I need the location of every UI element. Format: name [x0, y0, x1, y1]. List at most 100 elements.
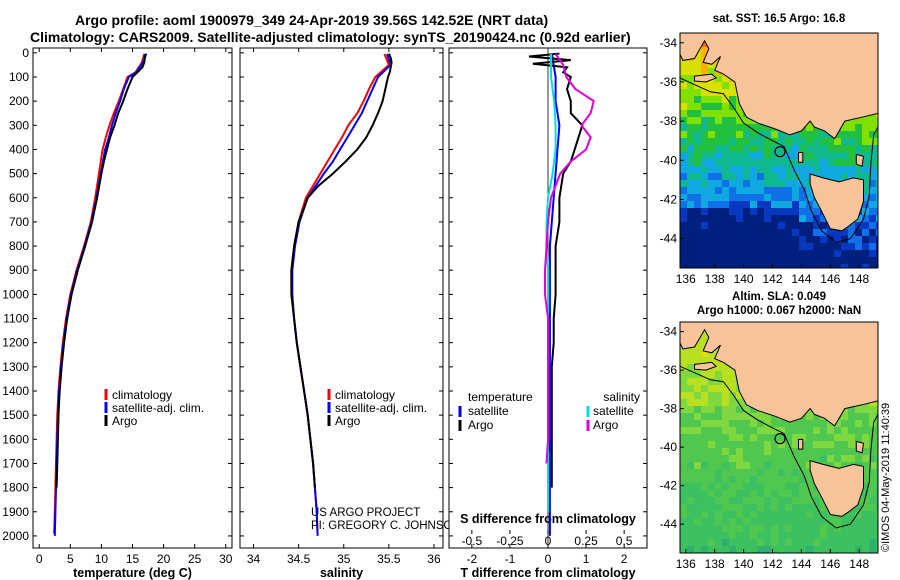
map-cell: [750, 264, 757, 268]
map-cell: [680, 427, 687, 434]
map-cell: [771, 497, 778, 504]
map-cell: [743, 131, 750, 138]
map-cell: [869, 476, 876, 483]
map-cell: [806, 152, 813, 159]
map-cell: [792, 511, 799, 518]
map-cell: [876, 518, 878, 525]
map-cell: [834, 420, 841, 427]
map-cell: [694, 264, 701, 268]
map-cell: [701, 399, 708, 406]
map-cell: [722, 504, 729, 511]
map-cell: [771, 427, 778, 434]
map-cell: [715, 539, 722, 546]
map-cell: [792, 208, 799, 215]
y-tick-label: -38: [660, 114, 678, 128]
map-cell: [701, 539, 708, 546]
map-cell: [876, 124, 878, 131]
map-cell: [750, 208, 757, 215]
map-cell: [743, 469, 750, 476]
map-cell: [694, 110, 701, 117]
map-cell: [715, 117, 722, 124]
map-cell: [820, 222, 827, 229]
map-cell: [855, 539, 862, 546]
map-cell: [701, 68, 708, 75]
map-cell: [722, 82, 729, 89]
map-cell: [722, 187, 729, 194]
map-cell: [680, 462, 687, 469]
map-cell: [841, 173, 848, 180]
map-cell: [736, 145, 743, 152]
map-cell: [771, 173, 778, 180]
map-cell: [687, 350, 694, 357]
map-cell: [750, 427, 757, 434]
map-cell: [708, 82, 715, 89]
map-cell: [764, 413, 771, 420]
map-cell: [729, 399, 736, 406]
map-cell: [708, 490, 715, 497]
map-cell: [757, 180, 764, 187]
map-cell: [862, 532, 869, 539]
map-cell: [743, 497, 750, 504]
map-cell: [792, 257, 799, 264]
map-cell: [806, 420, 813, 427]
map-cell: [771, 215, 778, 222]
map-cell: [799, 215, 806, 222]
map-cell: [862, 406, 869, 413]
map-cell: [778, 138, 785, 145]
map-cell: [813, 152, 820, 159]
map-cell: [855, 420, 862, 427]
map-cell: [687, 250, 694, 257]
y-tick-label: 900: [9, 263, 29, 277]
map-cell: [778, 250, 785, 257]
map-cell: [778, 483, 785, 490]
map-cell: [729, 539, 736, 546]
map-cell: [848, 145, 855, 152]
map-cell: [764, 243, 771, 250]
map-cell: [722, 117, 729, 124]
float-position-marker: [774, 433, 786, 445]
map-cell: [687, 413, 694, 420]
map-cell: [743, 434, 750, 441]
map-cell: [848, 448, 855, 455]
map-cell: [757, 138, 764, 145]
figure-title-line2: Climatology: CARS2009. Satellite-adjuste…: [30, 29, 631, 45]
map-cell: [785, 159, 792, 166]
map-cell: [736, 441, 743, 448]
map-cell: [708, 194, 715, 201]
x-tick-label-top: 0: [545, 534, 552, 548]
map-cell: [834, 159, 841, 166]
map-cell: [771, 194, 778, 201]
map-cell: [743, 504, 750, 511]
map-cell: [708, 229, 715, 236]
map-cell: [785, 434, 792, 441]
map-cell: [827, 166, 834, 173]
map-cell: [834, 427, 841, 434]
map-cell: [764, 229, 771, 236]
map-cell: [715, 406, 722, 413]
map-cell: [841, 413, 848, 420]
map-cell: [841, 257, 848, 264]
map-cell: [785, 166, 792, 173]
map-cell: [750, 490, 757, 497]
map-cell: [855, 434, 862, 441]
legend-title-salinity: salinity: [603, 390, 640, 404]
map-cell: [743, 138, 750, 145]
map-cell: [799, 257, 806, 264]
map-cell: [799, 229, 806, 236]
map-cell: [862, 448, 869, 455]
map-cell: [813, 455, 820, 462]
map-cell: [722, 532, 729, 539]
map-cell: [736, 236, 743, 243]
map-cell: [694, 236, 701, 243]
map-cell: [715, 131, 722, 138]
map-cell: [848, 434, 855, 441]
map-cell: [750, 243, 757, 250]
map-cell: [715, 378, 722, 385]
map-cell: [778, 427, 785, 434]
map-cell: [729, 222, 736, 229]
sst-map-title: sat. SST: 16.5 Argo: 16.8: [712, 13, 846, 25]
map-cell: [743, 145, 750, 152]
map-cell: [722, 201, 729, 208]
map-cell: [708, 539, 715, 546]
map-cell: [729, 159, 736, 166]
